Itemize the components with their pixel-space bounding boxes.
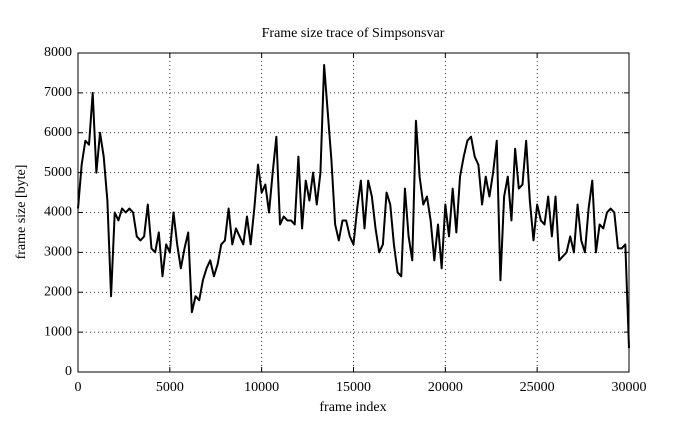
x-tick-label: 10000 — [244, 380, 279, 395]
y-tick-label: 6000 — [44, 125, 72, 140]
y-tick-label: 3000 — [44, 245, 72, 260]
y-tick-label: 1000 — [44, 324, 72, 339]
y-tick-label: 5000 — [44, 165, 72, 180]
x-tick-label: 0 — [75, 380, 82, 395]
y-tick-label: 8000 — [44, 45, 72, 60]
x-tick-label: 5000 — [156, 380, 184, 395]
y-tick-label: 4000 — [44, 205, 72, 220]
x-tick-label: 15000 — [336, 380, 371, 395]
x-axis-label: frame index — [319, 400, 386, 415]
data-line — [77, 63, 630, 349]
y-axis-label: frame size [byte] — [14, 165, 29, 260]
x-tick-label: 25000 — [520, 380, 555, 395]
chart-title: Frame size trace of Simpsonsvar — [262, 26, 445, 41]
y-tick-label: 2000 — [44, 284, 72, 299]
y-tick-label: 7000 — [44, 85, 72, 100]
y-tick-label: 0 — [65, 364, 72, 379]
x-tick-label: 20000 — [428, 380, 463, 395]
x-tick-label: 30000 — [612, 380, 647, 395]
